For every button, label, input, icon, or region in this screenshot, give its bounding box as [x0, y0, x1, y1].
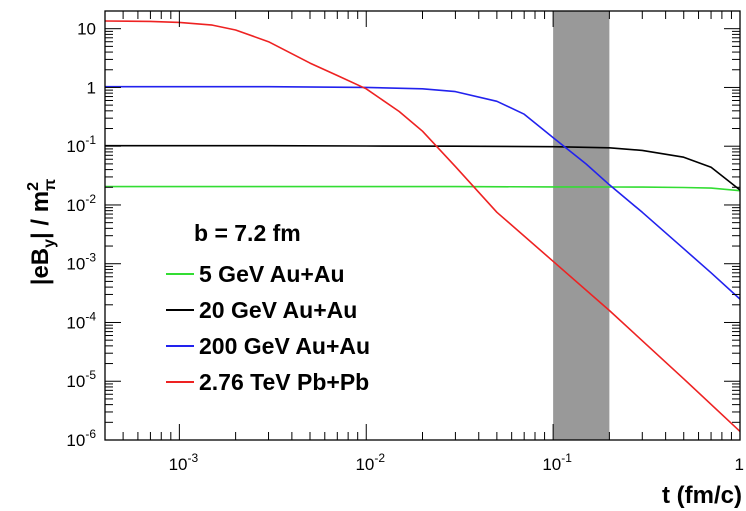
impact-parameter-annotation: b = 7.2 fm	[194, 220, 301, 246]
y-tick-label: 10-5	[66, 368, 96, 391]
x-axis-title: t (fm/c)	[662, 482, 742, 509]
x-tick-label: 1	[735, 455, 744, 474]
y-tick-label: 10-2	[66, 192, 96, 215]
y-tick-label: 10-6	[66, 427, 96, 450]
y-tick-label: 1	[87, 78, 96, 97]
series-lines	[104, 20, 741, 432]
x-tick-label: 10-1	[542, 451, 572, 474]
series-line-2	[105, 144, 741, 191]
y-axis-title: |eBy| / m2π	[25, 179, 59, 286]
x-tick-label: 10-2	[355, 451, 385, 474]
y-tick-label: 10-3	[66, 251, 96, 274]
y-tick-label: 10-4	[66, 309, 96, 332]
legend-label: 20 GeV Au+Au	[199, 297, 357, 323]
y-tick-label: 10	[77, 20, 96, 39]
series-line-4	[104, 20, 741, 432]
legend: 5 GeV Au+Au 20 GeV Au+Au 200 GeV Au+Au 2.76…	[166, 261, 370, 395]
legend-label: 5 GeV Au+Au	[199, 261, 345, 287]
tick-labels: 10-3 10-2 10-1 1 10-6 10-5 10-4 10-3 10-2 10-1 1 10	[66, 20, 744, 474]
y-axis-title-text: |eBy| / m2π	[25, 179, 59, 286]
axis-ticks	[104, 10, 741, 441]
shaded-band	[553, 11, 610, 440]
y-tick-label: 10-1	[66, 133, 96, 156]
series-line-1	[105, 185, 741, 192]
legend-label: 2.76 TeV Pb+Pb	[199, 369, 369, 395]
legend-label: 200 GeV Au+Au	[199, 333, 370, 359]
x-tick-label: 10-3	[169, 451, 199, 474]
shaded-time-band	[553, 11, 610, 440]
series-line-3	[105, 85, 741, 300]
